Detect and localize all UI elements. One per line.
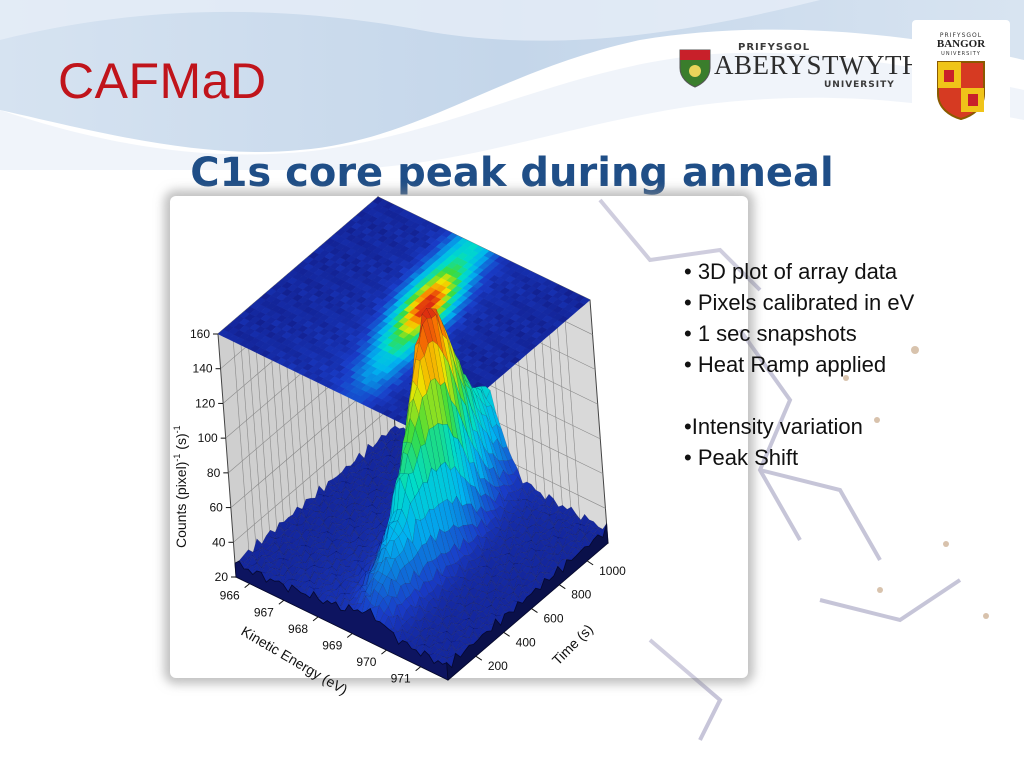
y-gridline — [231, 322, 251, 566]
bangor-logo: PRIFYSGOL BANGOR UNIVERSITY — [912, 20, 1010, 125]
y-tick-label: 400 — [516, 635, 536, 649]
y-tick-label: 200 — [488, 659, 508, 673]
y-tick — [475, 655, 483, 661]
bullet-item — [684, 380, 1014, 411]
z-axis-label: Counts (pixel)-1 (s)-1 — [172, 425, 189, 548]
x-tick-label: 969 — [322, 638, 342, 652]
z-tick-label: 160 — [190, 327, 210, 341]
bangor-sub-text: UNIVERSITY — [941, 51, 981, 57]
z-tick-label: 120 — [195, 396, 215, 410]
y-tick-label: 1000 — [599, 564, 626, 578]
y-gridline — [238, 316, 258, 560]
surface-front-edge — [234, 560, 449, 681]
y-tick — [503, 631, 510, 637]
x-tick — [415, 666, 421, 672]
z-tick-label: 80 — [207, 466, 221, 480]
aberystwyth-name: ABERYSTWYTH — [714, 50, 922, 80]
bullet-item: • Pixels calibrated in eV — [684, 290, 915, 315]
x-tick — [278, 599, 285, 605]
y-tick-label: 600 — [543, 612, 563, 626]
y-gridline — [245, 310, 265, 554]
x-tick — [346, 633, 353, 638]
brand-title: CAFMaD — [58, 53, 267, 109]
aberystwyth-logo: PRIFYSGOL ABERYSTWYTH UNIVERSITY — [676, 40, 922, 98]
header-wave-background — [0, 0, 1024, 170]
z-tick-label: 140 — [193, 362, 213, 376]
y-tick-label: 800 — [571, 588, 591, 602]
bangor-name: BANGOR — [936, 38, 986, 50]
bullet-item: • Peak Shift — [684, 445, 799, 470]
bullet-item: • 3D plot of array data — [684, 259, 898, 284]
aberystwyth-sub-text: UNIVERSITY — [824, 80, 895, 90]
aberystwyth-crest-icon — [679, 49, 711, 88]
x-tick-label: 968 — [288, 622, 308, 636]
z-tick-label: 100 — [198, 431, 218, 445]
x-tick-label: 967 — [254, 605, 274, 619]
z-tick-label: 40 — [212, 535, 226, 549]
chart-axes: 20 40 60 80 100 120 140 160 966 967 968 969 970 971 20… — [190, 327, 626, 686]
slide-title: C1s core peak during anneal — [190, 150, 834, 196]
bullet-item: • 1 sec snapshots — [684, 321, 857, 346]
z-tick-label: 60 — [209, 501, 223, 515]
surface-mesh — [234, 308, 609, 681]
z-tick-label: 20 — [215, 570, 229, 584]
aberystwyth-pre-text: PRIFYSGOL — [738, 42, 811, 53]
x-gridline — [562, 286, 581, 530]
bullet-list: • 3D plot of array data • Pixels calibra… — [684, 256, 1014, 473]
y-tick — [531, 608, 538, 613]
bangor-crest-icon — [937, 61, 985, 120]
x-tick — [312, 616, 319, 622]
x-tick-label: 970 — [356, 655, 376, 669]
heatmap-cell — [579, 297, 591, 305]
x-tick — [244, 583, 250, 589]
bullet-item: • Heat Ramp applied — [684, 352, 887, 377]
x-tick-label: 971 — [391, 672, 411, 686]
x-tick — [381, 649, 387, 655]
y-tick — [559, 584, 566, 590]
y-axis-label: Time (s) — [549, 621, 596, 668]
bangor-pre-text: PRIFYSGOL — [939, 32, 983, 39]
bullet-item: •Intensity variation — [684, 414, 863, 439]
y-tick — [586, 560, 594, 566]
surface-right-edge — [446, 523, 609, 681]
x-tick-label: 966 — [220, 589, 240, 603]
